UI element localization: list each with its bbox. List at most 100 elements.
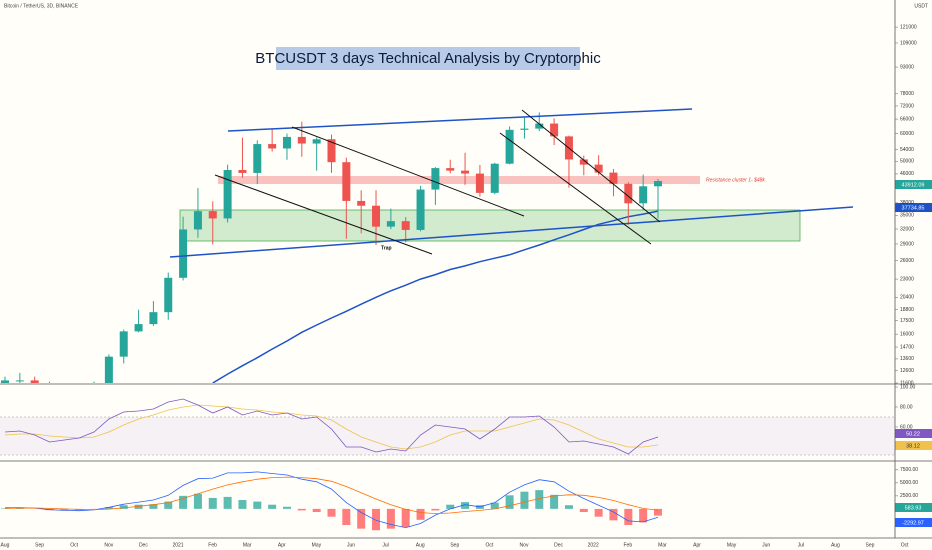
macd-histogram-bar [490, 502, 499, 509]
candle-body [401, 221, 410, 230]
y-tick-label: 18800 [900, 307, 914, 313]
price-tag-label: 43912.09 [902, 182, 925, 188]
y-tick-label: 60000 [900, 131, 914, 137]
macd-histogram-bar [357, 508, 366, 529]
x-tick-label: Jun [762, 542, 770, 548]
trendline [169, 206, 854, 258]
macd-histogram-bar [550, 494, 559, 509]
currency: USDT [914, 3, 928, 9]
candle-body [639, 186, 648, 204]
macd-tag [895, 503, 932, 512]
macd-histogram-bar [104, 507, 113, 509]
candle-body [208, 211, 217, 219]
x-tick-label: Oct [901, 542, 909, 548]
x-tick-label: Aug [831, 542, 840, 548]
trendline [499, 132, 652, 245]
y-tick-label: 109000 [900, 40, 917, 46]
candle-body [475, 173, 484, 193]
candle-body [594, 164, 603, 173]
x-tick-label: Sep [35, 542, 44, 548]
resistance-zone [218, 176, 700, 184]
candle-body [149, 312, 158, 325]
macd-histogram-bar [520, 491, 529, 509]
macd-histogram-bar [431, 508, 440, 511]
trap-label: Trap [381, 245, 392, 251]
resistance-label: Resistance cluster 1- $48k [706, 177, 765, 183]
x-tick-label: Feb [208, 542, 217, 548]
candle-body [15, 380, 24, 382]
candle-body [520, 128, 529, 130]
macd-histogram-bar [179, 495, 188, 509]
candle-body [431, 168, 440, 190]
macd-histogram-bar [624, 508, 633, 526]
candle-body [164, 277, 173, 313]
macd-histogram-bar [60, 508, 69, 511]
macd-histogram-bar [505, 495, 514, 509]
macd-pane: 583.93 -2292.97 [1, 471, 932, 531]
macd-histogram-bar [639, 508, 648, 523]
candle-body [624, 183, 633, 204]
x-tick-label: Jul [382, 542, 388, 548]
trendline [291, 126, 525, 217]
y-tick-label: 100.00 [900, 384, 916, 390]
y-tick-label: 121000 [900, 24, 917, 30]
macd-histogram-bar [193, 493, 202, 509]
macd-histogram-bar [579, 508, 588, 512]
title-box [276, 47, 580, 70]
y-tick-label: 60.00 [900, 424, 913, 430]
x-tick-label: Sep [866, 542, 875, 548]
y-tick-label: 50000 [900, 159, 914, 165]
x-tick-label: Aug [416, 542, 425, 548]
y-tick-label: 93000 [900, 64, 914, 70]
candle-body [416, 189, 425, 230]
rsi-tag-label: 50.22 [906, 431, 920, 437]
candle-body [372, 205, 381, 227]
candle-body [104, 356, 113, 383]
x-tick-label: Apr [278, 542, 286, 548]
macd-tag-label: 583.93 [905, 505, 922, 511]
y-tick-label: 35000 [900, 213, 914, 219]
rsi-tag [895, 441, 932, 450]
signal-line [4, 476, 659, 515]
candle-body [134, 324, 143, 332]
x-tick-label: Dec [554, 542, 563, 548]
candle-body [253, 144, 262, 173]
y-tick-label: 78000 [900, 91, 914, 97]
x-tick-label: 2021 [172, 542, 183, 548]
candle-body [179, 229, 188, 278]
macd-tag-label: -2292.97 [902, 520, 924, 526]
macd-histogram-bar [654, 508, 662, 516]
symbol: Bitcoin / TetherUS, 3D, BINANCE [4, 3, 79, 9]
support-zone [179, 209, 801, 242]
rsi-ma [4, 404, 659, 450]
candle-body [282, 136, 291, 149]
x-tick-label: Jun [347, 542, 355, 548]
trendline [214, 174, 433, 255]
candle-body [654, 181, 662, 187]
y-tick-label: 2500.00 [900, 493, 918, 499]
candle-body [386, 221, 395, 227]
y-tick-label: 16000 [900, 332, 914, 338]
y-tick-label: 32000 [900, 226, 914, 232]
x-tick-label: Jul [798, 542, 804, 548]
y-tick-label: 13600 [900, 356, 914, 362]
price-pane [1, 112, 801, 383]
price-tag [895, 180, 932, 189]
y-tick-label: 66000 [900, 116, 914, 122]
y-tick-label: 7500.00 [900, 467, 918, 473]
macd-histogram-bar [535, 490, 544, 509]
x-tick-label: May [727, 542, 737, 548]
x-tick-label: Mar [243, 542, 252, 548]
x-tick-label: Nov [104, 542, 113, 548]
y-tick-label: 14700 [900, 344, 914, 350]
candle-body [342, 162, 351, 201]
candle-body [505, 129, 514, 164]
trendline [227, 108, 693, 132]
x-tick-label: Aug [1, 542, 10, 548]
candle-body [223, 170, 232, 219]
y-tick-label: 11600 [900, 380, 914, 386]
macd-histogram-bar [1, 508, 9, 509]
